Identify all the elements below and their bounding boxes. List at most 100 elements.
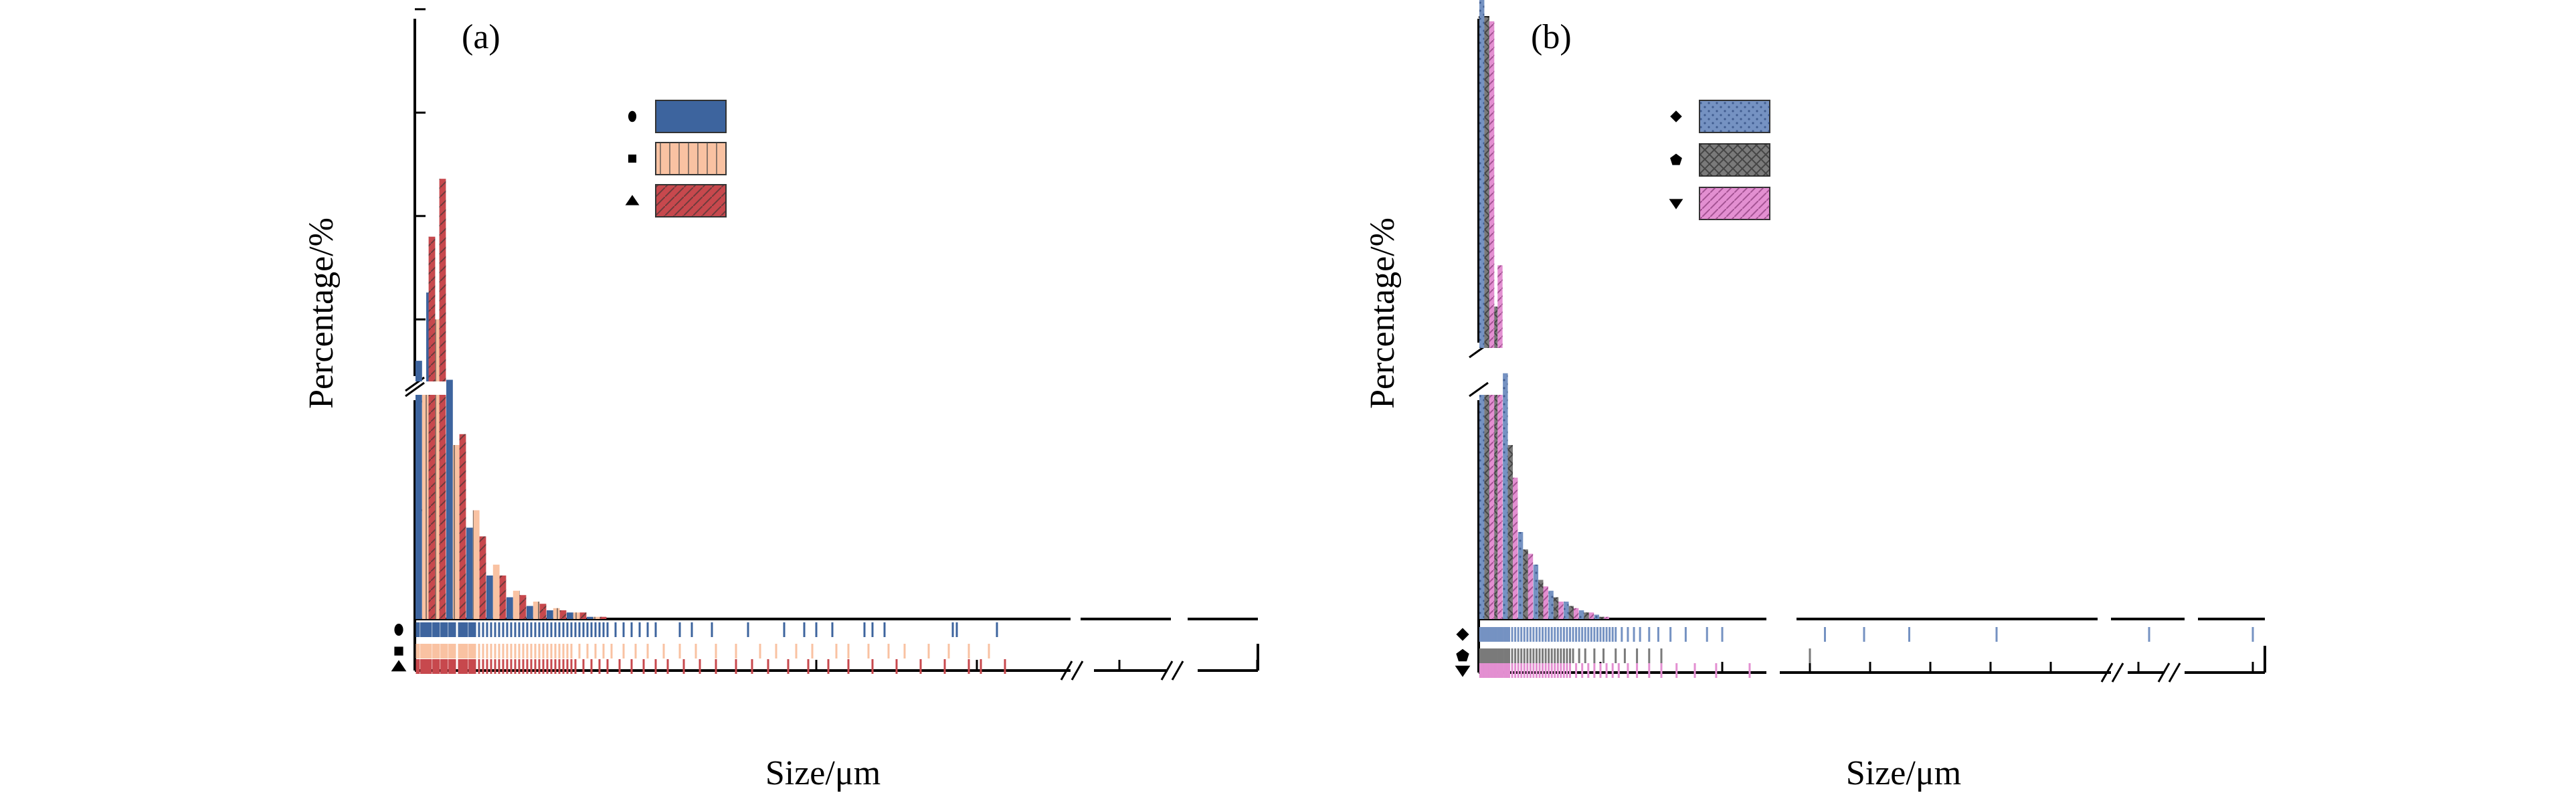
panel-b-xlabel: Size/μm xyxy=(1846,754,1961,792)
panel-a-bar-pattern xyxy=(459,434,466,619)
panel-a-bar xyxy=(416,361,422,381)
panel-b-bar-pattern xyxy=(1573,608,1579,619)
panel-b-bar-pattern xyxy=(1568,606,1574,619)
panel-a-bar xyxy=(587,616,593,619)
panel-a-bar-pattern xyxy=(422,395,429,619)
panel-b-bar-pattern xyxy=(1564,602,1569,619)
panel-a-ylabel: Percentage/% xyxy=(302,217,341,409)
panel-a-legend-marker xyxy=(628,110,637,122)
panel-a-legend-marker xyxy=(628,154,637,163)
panel-a-label: (a) xyxy=(462,18,500,56)
panel-a-x-break-mark xyxy=(1071,660,1084,681)
panel-a-bar-pattern xyxy=(428,395,436,619)
panel-a-bar-pattern xyxy=(432,395,440,619)
panel-b-bar-pattern xyxy=(1558,602,1564,619)
panel-b-bar-pattern xyxy=(1497,265,1503,348)
panel-a-legend-swatch xyxy=(655,100,727,133)
panel-a-bar-pattern xyxy=(439,395,446,619)
panel-b-y-break-mark xyxy=(1469,381,1489,398)
panel-a-legend-swatch-pattern xyxy=(656,185,726,217)
panel-a-bar xyxy=(547,610,553,619)
panel-b-bar-pattern xyxy=(1507,445,1513,619)
panel-b-bar-pattern xyxy=(1599,616,1604,619)
panel-a-bar xyxy=(416,395,422,619)
panel-b-bar-pattern xyxy=(1553,597,1559,619)
panel-a-bar-pattern xyxy=(439,179,446,381)
panel-b-bar-pattern xyxy=(1543,586,1548,619)
panel-a-x-break-mark xyxy=(1171,660,1184,681)
panel-b xyxy=(1455,0,2266,683)
panel-b-bar-pattern xyxy=(1503,373,1508,619)
panel-b-bar-pattern xyxy=(1604,616,1609,619)
panel-b-ylabel: Percentage/% xyxy=(1364,217,1402,409)
panel-b-bar-pattern xyxy=(1578,610,1584,619)
panel-a-bar-pattern xyxy=(533,602,540,619)
panel-b-legend-swatch-pattern xyxy=(1699,187,1770,219)
panel-b-x-break-mark xyxy=(2157,663,2171,683)
panel-a-bar-pattern xyxy=(499,576,507,619)
panel-a-bar-pattern xyxy=(492,564,500,619)
panel-a-bar xyxy=(466,527,473,619)
panel-a-bar xyxy=(527,606,533,619)
panel-b-bar-pattern xyxy=(1489,21,1495,349)
panel-b-bar-pattern xyxy=(1584,612,1589,619)
panel-a-bar-pattern xyxy=(593,616,600,619)
panel-a-x-break-mark xyxy=(1160,660,1174,681)
panel-b-rug-marker xyxy=(1456,628,1469,641)
panel-a-bar-pattern xyxy=(519,595,527,619)
panel-b-bar-pattern xyxy=(1492,395,1498,619)
panel-a-bar-pattern xyxy=(479,536,486,619)
panel-b-bar-pattern xyxy=(1489,395,1495,619)
panel-b-legend-marker xyxy=(1669,199,1683,209)
panel-a-bar-pattern xyxy=(432,319,440,381)
panel-b-bar-pattern xyxy=(1528,553,1534,619)
panel-b-legend-marker xyxy=(1670,153,1682,165)
panel-b-bar-pattern xyxy=(1523,549,1528,619)
panel-a-bar-pattern xyxy=(600,616,607,619)
panel-b-bar-pattern xyxy=(1594,614,1600,619)
panel-b-rug-marker xyxy=(1456,648,1469,662)
panel-a-legend-swatch-pattern xyxy=(656,143,726,175)
panel-a-rug-marker xyxy=(394,646,403,656)
panel-a-bar-pattern xyxy=(513,590,520,619)
panel-a-legend-marker xyxy=(625,195,640,205)
panel-a-bar xyxy=(507,597,513,619)
panel-a-rug-marker xyxy=(391,660,407,672)
panel-a-bar-pattern xyxy=(553,608,560,619)
panel-b-bar-pattern xyxy=(1497,395,1503,619)
panel-a-bar-pattern xyxy=(539,604,547,619)
panel-b-x-break-mark xyxy=(2111,663,2124,683)
panel-b-rug-marker xyxy=(1455,665,1471,677)
panel-b-bar-pattern xyxy=(1479,395,1485,619)
panel-b-bar-pattern xyxy=(1492,306,1498,348)
panel-b-bar-pattern xyxy=(1512,477,1518,619)
panel-b-bar-pattern xyxy=(1479,0,1485,348)
panel-a-xlabel: Size/μm xyxy=(765,754,881,792)
panel-b-legend-marker xyxy=(1670,110,1682,122)
panel-b-bar-pattern xyxy=(1533,564,1539,619)
panel-a-bar-pattern xyxy=(428,236,436,381)
panel-b-x-break-mark xyxy=(2168,663,2181,683)
panel-b-label: (b) xyxy=(1531,18,1572,56)
panel-a-bar-pattern xyxy=(573,612,580,619)
panel-a-bar xyxy=(446,379,453,619)
panel-b-bar-pattern xyxy=(1484,17,1489,348)
panel-a xyxy=(391,8,1259,681)
panel-b-bar-pattern xyxy=(1484,395,1489,619)
panel-b-bar-pattern xyxy=(1538,580,1544,619)
panel-b-bar-pattern xyxy=(1548,590,1554,619)
panel-a-y-break-mark xyxy=(405,381,425,398)
panel-a-bar xyxy=(567,612,573,619)
panel-b-x-break-mark xyxy=(2100,663,2114,683)
panel-a-rug-marker xyxy=(394,624,403,636)
panel-a-bar-pattern xyxy=(472,510,480,619)
panel-a-bar-pattern xyxy=(579,612,587,619)
panel-a-bar xyxy=(486,576,493,619)
panel-b-bar-pattern xyxy=(1588,612,1594,619)
panel-b-legend-swatch-pattern xyxy=(1699,100,1770,133)
panel-a-x-break-mark xyxy=(1060,660,1073,681)
panel-b-bar-pattern xyxy=(1517,532,1524,619)
panel-a-bar-pattern xyxy=(559,610,567,619)
panel-a-bar-pattern xyxy=(452,445,460,619)
